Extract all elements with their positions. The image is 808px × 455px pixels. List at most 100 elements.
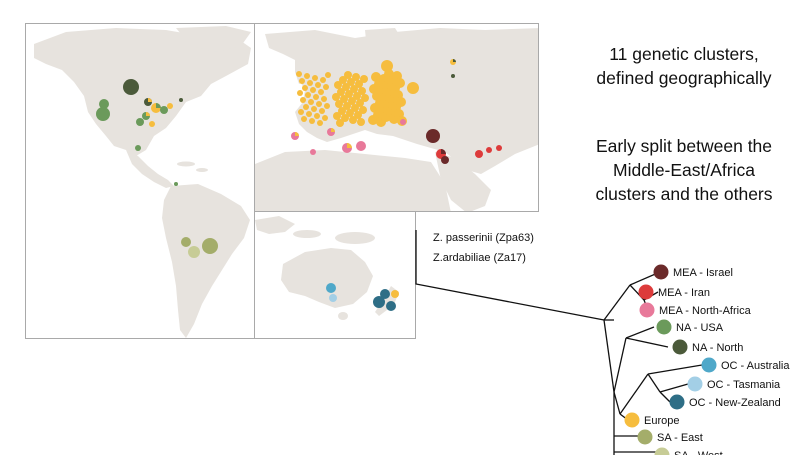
sample-pie-marker bbox=[347, 78, 355, 86]
sample-pie-marker bbox=[380, 289, 390, 299]
australia-landmass bbox=[281, 248, 373, 308]
sample-pie-marker bbox=[304, 73, 310, 79]
sample-pie-marker bbox=[396, 97, 406, 107]
sample-pie-marker bbox=[306, 111, 312, 117]
branch-na-usa bbox=[625, 326, 655, 339]
sample-pie-marker bbox=[317, 120, 323, 126]
sample-pie-marker bbox=[319, 108, 325, 114]
map-americas bbox=[25, 23, 255, 339]
sample-pie-marker bbox=[325, 72, 331, 78]
sample-pie-marker bbox=[305, 92, 311, 98]
sample-pie-marker bbox=[355, 80, 363, 88]
sample-pie-marker bbox=[297, 90, 303, 96]
caribbean-island bbox=[196, 168, 208, 172]
sample-pie-marker bbox=[336, 119, 344, 127]
branch-oc-australia bbox=[647, 364, 703, 375]
cluster-label: OC - New-Zealand bbox=[689, 397, 781, 409]
sample-pie-marker bbox=[356, 99, 364, 107]
sample-pie-marker bbox=[174, 182, 178, 186]
sample-pie-marker bbox=[361, 94, 369, 102]
sample-pie-marker bbox=[342, 83, 350, 91]
north-america-landmass bbox=[34, 28, 251, 156]
sample-pie-marker bbox=[356, 141, 366, 151]
sample-pie-marker bbox=[96, 107, 110, 121]
sample-pie-slice bbox=[331, 128, 335, 132]
cluster-marker bbox=[656, 319, 672, 335]
sample-pie-marker bbox=[358, 87, 366, 95]
sample-pie-marker bbox=[321, 96, 327, 102]
cluster-marker bbox=[639, 302, 655, 318]
sample-pie-slice bbox=[295, 132, 299, 136]
sample-pie-marker bbox=[360, 75, 368, 83]
arabia-landmass bbox=[435, 152, 491, 211]
branch-na-clade bbox=[613, 337, 627, 393]
south-america-landmass bbox=[162, 184, 250, 338]
sample-pie-marker bbox=[160, 106, 168, 114]
sample-pie-marker bbox=[338, 107, 346, 115]
indonesia-island bbox=[293, 230, 321, 238]
sample-pie-marker bbox=[181, 237, 191, 247]
africa-landmass bbox=[255, 150, 451, 211]
outgroup-label-ardabiliae: Z.ardabiliae (Za17) bbox=[433, 252, 526, 264]
cluster-label: OC - Tasmania bbox=[707, 379, 781, 391]
cluster-marker bbox=[637, 429, 653, 445]
outgroup-branch bbox=[415, 230, 605, 321]
sample-pie-slice bbox=[441, 149, 446, 154]
cluster-marker bbox=[672, 339, 688, 355]
sample-pie-slice bbox=[146, 112, 150, 116]
sample-pie-marker bbox=[341, 114, 349, 122]
cluster-label: SA - East bbox=[657, 432, 703, 444]
sample-pie-marker bbox=[299, 78, 305, 84]
sample-pie-marker bbox=[202, 238, 218, 254]
sample-pie-marker bbox=[486, 147, 492, 153]
headline-line: defined geographically bbox=[596, 68, 772, 88]
headline-line: 11 genetic clusters, bbox=[609, 44, 759, 64]
sample-pie-marker bbox=[303, 104, 309, 110]
sample-pie-marker bbox=[322, 115, 328, 121]
central-america-landmass bbox=[126, 150, 174, 188]
branch-oc-tasmania bbox=[659, 383, 689, 393]
sample-pie-marker bbox=[149, 121, 155, 127]
headline-line: clusters and the others bbox=[595, 184, 773, 204]
sample-pie-marker bbox=[136, 118, 144, 126]
sample-pie-marker bbox=[373, 296, 385, 308]
sample-pie-marker bbox=[332, 93, 340, 101]
branch-others bbox=[603, 319, 615, 393]
sample-pie-marker bbox=[333, 112, 341, 120]
sample-pie-marker bbox=[135, 145, 141, 151]
sample-pie-marker bbox=[312, 75, 318, 81]
sample-pie-marker bbox=[354, 111, 362, 119]
sample-pie-marker bbox=[357, 118, 365, 126]
sample-pie-slice bbox=[156, 103, 161, 108]
sample-pie-marker bbox=[381, 60, 393, 72]
sample-pie-marker bbox=[298, 109, 304, 115]
sample-pie-marker bbox=[326, 283, 336, 293]
cluster-label: SA - West bbox=[674, 450, 723, 455]
branch-mea-clade bbox=[603, 284, 631, 321]
scandinavia-landmass bbox=[365, 28, 405, 72]
sample-pie-marker bbox=[407, 82, 419, 94]
sample-pie-marker bbox=[296, 71, 302, 77]
sample-pie-marker bbox=[310, 149, 316, 155]
sample-pie-marker bbox=[441, 156, 449, 164]
sample-pie-marker bbox=[346, 109, 354, 117]
sample-pie-marker bbox=[400, 119, 406, 125]
cluster-label: OC - Australia bbox=[721, 360, 790, 372]
sample-pie-slice bbox=[148, 98, 152, 102]
sample-pie-marker bbox=[311, 106, 317, 112]
sample-pie-marker bbox=[359, 106, 367, 114]
tree-tips: MEA - Israel MEA - Iran MEA - North-Africa… bbox=[624, 264, 790, 455]
sample-pie-marker bbox=[496, 145, 502, 151]
sample-pie-marker bbox=[339, 76, 347, 84]
cluster-label: MEA - Iran bbox=[658, 287, 710, 299]
sample-pie-marker bbox=[451, 74, 455, 78]
sample-pie-marker bbox=[320, 77, 326, 83]
map-europe bbox=[254, 23, 539, 212]
caribbean-island bbox=[177, 161, 195, 167]
sample-pie-marker bbox=[386, 301, 396, 311]
sample-pie-marker bbox=[344, 71, 352, 79]
cluster-label: NA - USA bbox=[676, 322, 724, 334]
sample-pie-marker bbox=[179, 98, 183, 102]
tree-branches bbox=[415, 230, 703, 455]
